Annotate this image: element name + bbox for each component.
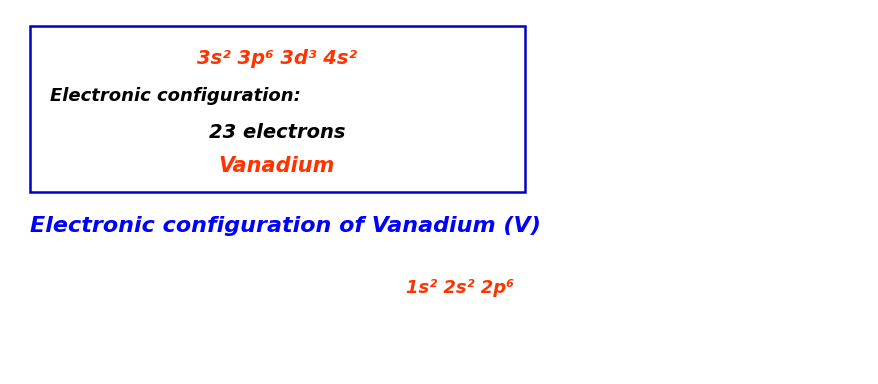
- Text: 3s² 3p⁶ 3d³ 4s²: 3s² 3p⁶ 3d³ 4s²: [197, 50, 356, 68]
- Text: Vanadium: Vanadium: [219, 156, 335, 176]
- Text: Electronic configuration of Vanadium (V): Electronic configuration of Vanadium (V): [30, 216, 540, 236]
- Bar: [30, 26, 524, 192]
- Text: 23 electrons: 23 electrons: [208, 122, 345, 141]
- Text: 1s² 2s² 2p⁶: 1s² 2s² 2p⁶: [406, 279, 513, 297]
- Text: Electronic configuration:: Electronic configuration:: [50, 87, 306, 105]
